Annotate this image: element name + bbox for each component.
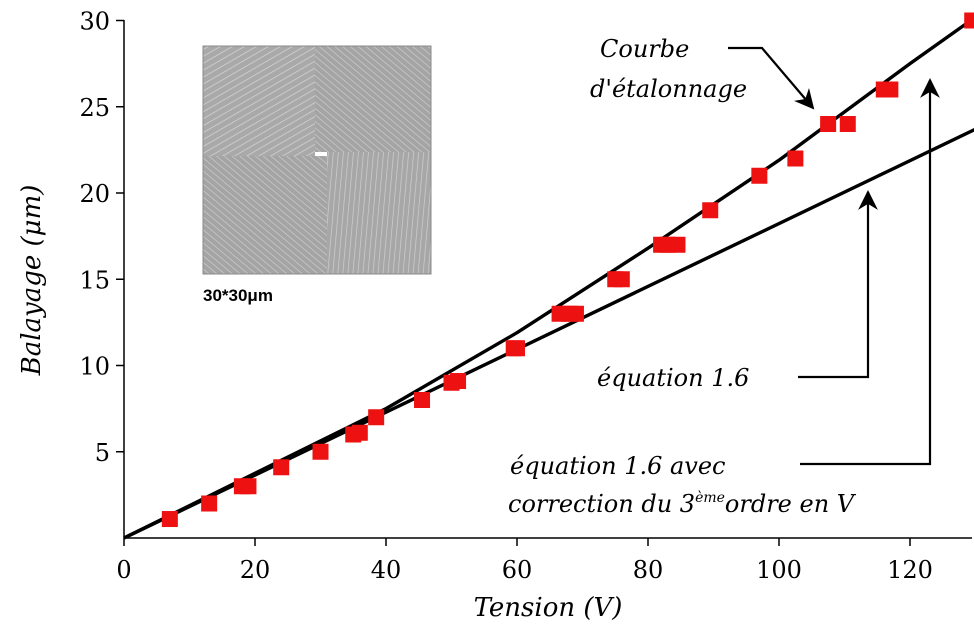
inset-region-bottom-left xyxy=(203,156,327,274)
inset-caption: 30*30μm xyxy=(203,286,273,305)
data-point xyxy=(567,305,584,322)
inset-border xyxy=(202,45,432,275)
annotation-calibration-line2: d'étalonnage xyxy=(590,75,747,103)
y-tick-label: 10 xyxy=(79,353,110,381)
data-point xyxy=(351,424,368,441)
y-tick-label: 30 xyxy=(79,8,110,36)
data-point xyxy=(669,236,686,253)
data-point xyxy=(613,271,630,288)
x-tick-label: 80 xyxy=(633,556,664,584)
data-point xyxy=(751,167,768,184)
arrow-correction xyxy=(800,78,940,466)
x-tick-label: 40 xyxy=(371,556,402,584)
annotations: Courbe d'étalonnage équation 1.6 équatio… xyxy=(508,35,940,518)
y-tick-label: 5 xyxy=(95,439,110,467)
annotation-equation: équation 1.6 xyxy=(597,364,749,392)
x-tick-label: 20 xyxy=(240,556,271,584)
y-tick-label: 15 xyxy=(79,266,110,294)
data-point xyxy=(240,478,257,495)
data-point xyxy=(414,392,431,408)
data-point xyxy=(201,495,218,512)
data-point xyxy=(839,116,856,132)
data-point xyxy=(509,340,525,357)
data-point xyxy=(368,409,385,426)
x-tick-label: 100 xyxy=(756,556,802,584)
x-tick-label: 120 xyxy=(887,556,933,584)
annotation-correction-line2: correction du 3èmeordre en V xyxy=(508,490,857,518)
inset-region-bottom-right xyxy=(327,152,431,274)
data-point xyxy=(702,202,719,219)
series-line-calibration xyxy=(123,16,974,540)
y-tick-label: 20 xyxy=(79,180,110,208)
y-tick-label: 25 xyxy=(79,94,110,122)
data-point xyxy=(312,443,329,460)
x-axis-title: Tension (V) xyxy=(474,593,623,623)
data-point xyxy=(964,12,974,29)
data-point xyxy=(787,150,804,167)
y-ticks: 5 10 15 20 25 30 xyxy=(79,8,124,467)
arrow-calibration xyxy=(728,46,815,110)
annotation-correction-sup: ème xyxy=(695,490,725,506)
arrow-equation xyxy=(798,190,878,379)
inset-region-right xyxy=(315,46,431,152)
data-point xyxy=(882,81,899,98)
annotation-correction-line1: équation 1.6 avec xyxy=(510,452,726,480)
x-tick-label: 60 xyxy=(502,556,533,584)
annotation-correction-suffix: ordre en V xyxy=(725,490,857,518)
y-axis-title: Balayage (μm) xyxy=(17,185,47,377)
data-point xyxy=(820,116,837,132)
inset-image: 30*30μm xyxy=(202,45,432,305)
series-line-equation xyxy=(123,128,974,540)
data-point xyxy=(450,373,467,390)
x-ticks: 0 20 40 60 80 100 120 xyxy=(116,538,933,584)
inset-region-left xyxy=(203,46,315,156)
annotation-calibration-line1: Courbe xyxy=(600,35,689,63)
annotation-correction-prefix: correction du 3 xyxy=(508,490,695,518)
series-points xyxy=(161,12,974,528)
series-lines xyxy=(123,16,974,540)
data-point xyxy=(273,459,290,476)
data-point xyxy=(161,511,178,528)
x-tick-label: 0 xyxy=(116,556,131,584)
